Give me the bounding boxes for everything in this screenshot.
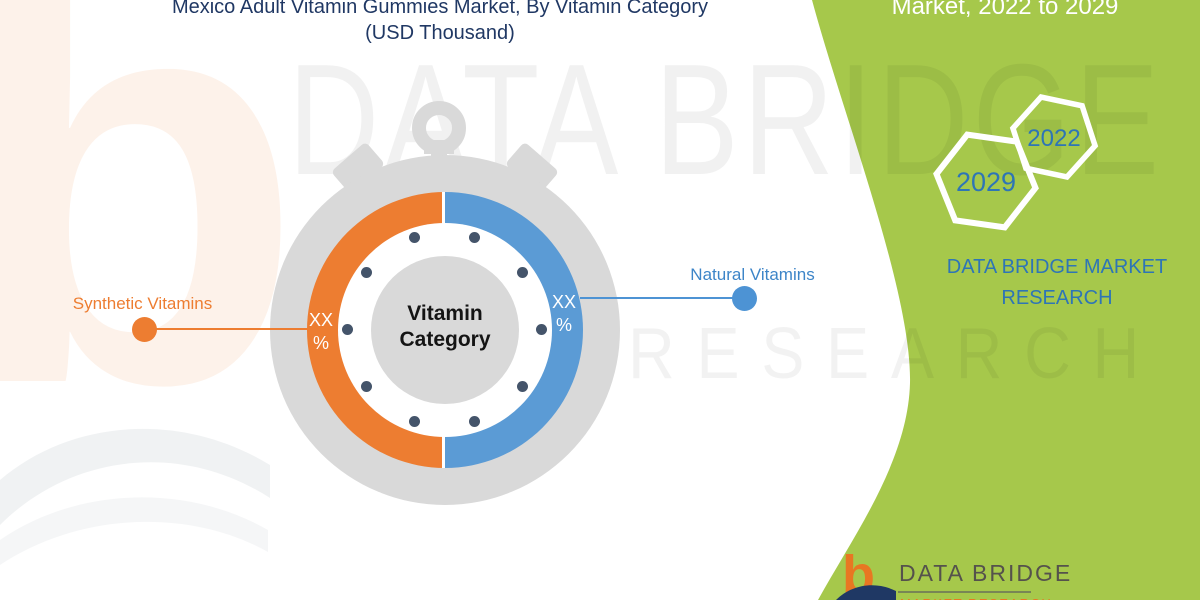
natural-leader-dot [732,286,757,311]
footer-logo-swoosh-icon [836,585,896,600]
hex-year-end: 2029 [956,167,1016,197]
tick-dot [517,381,528,392]
watermark-logo-b-icon: b [0,0,305,504]
donut-center-label-line2: Category [399,328,491,351]
footer-logo-tagline: MARKET RESEARCH [900,596,1052,600]
tick-dot [517,267,528,278]
tick-dot [409,416,420,427]
synthetic-leader-dot [132,317,157,342]
chart-title-line2: (USD Thousand) [365,22,515,44]
tick-dot [469,232,480,243]
natural-value-xx: XX [551,292,576,312]
brand-caption: DATA BRIDGE MARKET RESEARCH [946,256,1168,309]
side-panel-heading: Market, 2022 to 2029 [891,0,1119,20]
watermark-swoosh-icon [0,428,270,565]
chart-title: Mexico Adult Vitamin Gummies Market, By … [90,0,790,46]
watermark-text-row2: RESEARCH [628,314,1161,394]
tick-dot [409,232,420,243]
hexagon-2022-icon [1009,94,1099,180]
chart-title-line1: Mexico Adult Vitamin Gummies Market, By … [171,0,709,18]
natural-value-label: XX % [544,291,584,337]
synthetic-value-pct: % [312,333,329,353]
hexagon-2029-icon [933,131,1039,231]
natural-vitamins-label: Natural Vitamins [690,265,815,284]
footer-logo-name: DATA BRIDGE [899,560,1073,586]
tick-dot [536,324,547,335]
donut-center-label-line1: Vitamin [407,302,483,325]
tick-dot [342,324,353,335]
synthetic-vitamins-label: Synthetic Vitamins [72,294,213,313]
hex-year-start: 2022 [1027,125,1080,152]
synthetic-value-label: XX % [301,309,341,355]
tick-dot [469,416,480,427]
natural-value-pct: % [555,315,572,335]
donut-center-label: Vitamin Category [360,301,530,353]
side-panel-background [812,0,1200,600]
natural-leader-line [580,297,735,299]
tick-dot [361,381,372,392]
forecast-hexagons: 2022 2029 [933,94,1099,231]
footer-logo-underline [898,591,1031,593]
synthetic-leader-line [145,328,313,330]
tick-dot [361,267,372,278]
synthetic-value-xx: XX [308,310,333,330]
donut-center-circle [371,256,519,404]
